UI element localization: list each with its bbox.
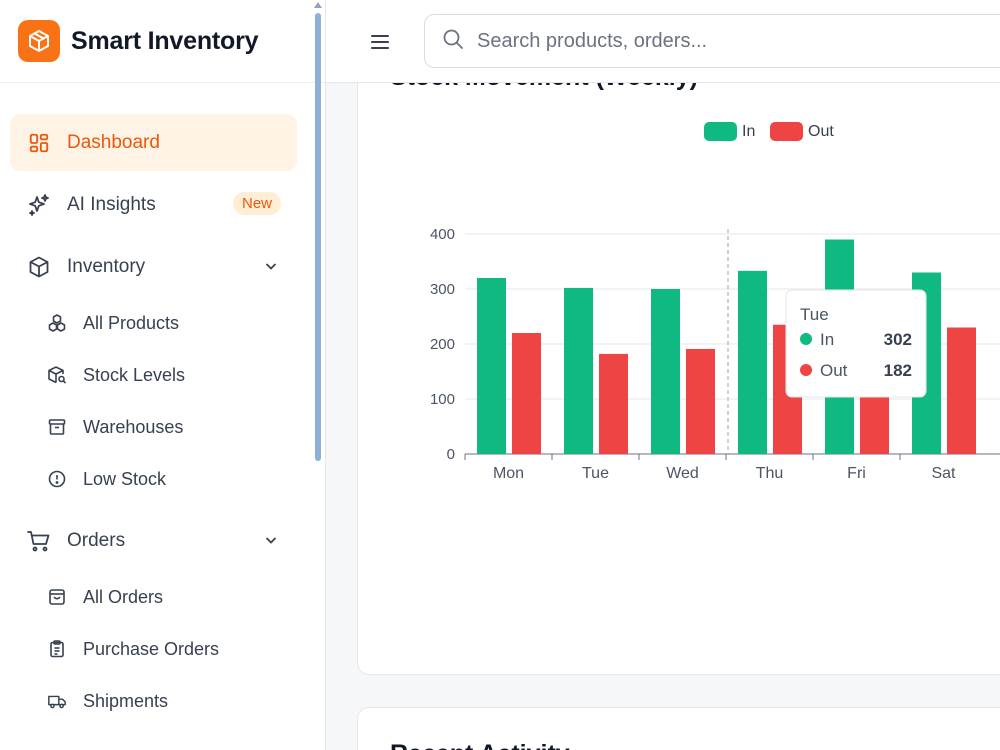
- legend-swatch-in[interactable]: [704, 122, 737, 141]
- sidebar-item-dashboard[interactable]: Dashboard: [10, 114, 297, 171]
- sidebar-item-ai-insights[interactable]: AI Insights New: [10, 176, 297, 233]
- x-tick-label: Thu: [756, 465, 784, 482]
- y-tick-label: 100: [430, 391, 455, 408]
- scroll-up-arrow-icon[interactable]: [314, 2, 322, 8]
- sidebar-item-orders[interactable]: Orders: [10, 512, 297, 569]
- sidebar-item-stock-levels[interactable]: Stock Levels: [10, 352, 297, 398]
- sidebar-item-label: Warehouses: [83, 416, 184, 437]
- bar-in-mon[interactable]: [477, 278, 506, 454]
- top-bar: [326, 0, 1000, 83]
- x-tick-label: Wed: [666, 465, 699, 482]
- box-icon: [26, 254, 52, 280]
- bar-out-sat[interactable]: [947, 327, 976, 455]
- clipboard-list-icon: [47, 639, 67, 659]
- y-tick-label: 0: [447, 446, 455, 463]
- sidebar-item-purchase-orders[interactable]: Purchase Orders: [10, 626, 297, 672]
- tooltip-value: 302: [884, 330, 912, 349]
- sidebar-item-all-products[interactable]: All Products: [10, 300, 297, 346]
- sidebar: Smart Inventory Dashboard AI Insights Ne…: [0, 0, 326, 750]
- search-box[interactable]: [424, 14, 1000, 68]
- sidebar-item-label: Shipments: [83, 690, 169, 711]
- archive-icon: [47, 417, 67, 437]
- sidebar-item-shipments[interactable]: Shipments: [10, 678, 297, 724]
- y-tick-label: 300: [430, 281, 455, 298]
- x-tick-label: Sat: [931, 465, 956, 482]
- legend-label-out[interactable]: Out: [808, 123, 834, 140]
- tooltip-series-name: Out: [820, 361, 848, 380]
- x-tick-label: Fri: [847, 465, 866, 482]
- scrollbar-thumb[interactable]: [315, 13, 321, 461]
- bar-in-tue[interactable]: [564, 287, 593, 454]
- tooltip-series-name: In: [820, 330, 834, 349]
- shopping-cart-icon: [26, 528, 52, 554]
- sidebar-item-label: AI Insights: [67, 193, 156, 215]
- recent-activity-title: Recent Activity: [390, 740, 570, 750]
- legend-swatch-out[interactable]: [770, 122, 803, 141]
- sidebar-item-warehouses[interactable]: Warehouses: [10, 404, 297, 450]
- bar-in-wed[interactable]: [651, 289, 680, 454]
- sidebar-scrollbar[interactable]: [313, 0, 323, 750]
- tooltip-value: 182: [884, 361, 912, 380]
- brand[interactable]: Smart Inventory: [0, 0, 325, 83]
- sidebar-item-label: Dashboard: [67, 131, 160, 153]
- dashboard-icon: [26, 130, 52, 156]
- boxes-icon: [47, 313, 67, 333]
- stock-movement-card: Stock Movement (Weekly) 0100200300400Mon…: [357, 40, 1000, 675]
- sidebar-item-label: Orders: [67, 529, 126, 551]
- sidebar-item-label: Purchase Orders: [83, 638, 220, 659]
- bar-in-thu[interactable]: [738, 270, 767, 454]
- x-tick-label: Mon: [493, 465, 524, 482]
- shopping-bag-icon: [47, 587, 67, 607]
- legend-label-in[interactable]: In: [742, 123, 755, 140]
- search-input[interactable]: [477, 29, 877, 53]
- tooltip-category: Tue: [800, 305, 829, 324]
- sidebar-item-label: Stock Levels: [83, 364, 186, 385]
- chart-tooltip: [785, 289, 927, 398]
- sparkles-icon: [26, 192, 52, 218]
- search-icon: [441, 27, 465, 56]
- menu-toggle-button[interactable]: [368, 30, 392, 54]
- brand-name: Smart Inventory: [71, 26, 259, 55]
- package-search-icon: [47, 365, 67, 385]
- bar-out-tue[interactable]: [599, 353, 628, 454]
- bar-out-mon[interactable]: [512, 333, 541, 454]
- package-icon: [18, 20, 60, 62]
- y-tick-label: 200: [430, 336, 455, 353]
- chevron-down-icon[interactable]: [263, 532, 279, 553]
- truck-icon: [47, 691, 67, 711]
- x-tick-label: Tue: [582, 465, 609, 482]
- alert-circle-icon: [47, 469, 67, 489]
- bar-out-wed[interactable]: [686, 348, 715, 454]
- chevron-down-icon[interactable]: [263, 258, 279, 279]
- tooltip-marker-out: [800, 364, 812, 376]
- stock-movement-chart[interactable]: 0 100 200 300 400 Mon Tue Wed Thu Fri Sat In Out Tue I…: [358, 111, 1000, 611]
- sidebar-item-label: All Products: [83, 312, 180, 333]
- sidebar-item-inventory[interactable]: Inventory: [10, 238, 297, 295]
- tooltip-marker-in: [800, 333, 812, 345]
- new-badge: New: [232, 192, 281, 215]
- sidebar-item-label: Inventory: [67, 255, 146, 277]
- sidebar-item-label: Low Stock: [83, 468, 167, 489]
- sidebar-item-all-orders[interactable]: All Orders: [10, 574, 297, 620]
- recent-activity-card: Recent Activity: [357, 707, 1000, 750]
- hamburger-menu-icon: [371, 35, 389, 49]
- y-tick-label: 400: [430, 226, 455, 243]
- sidebar-item-label: All Orders: [83, 586, 164, 607]
- sidebar-item-low-stock[interactable]: Low Stock: [10, 456, 297, 502]
